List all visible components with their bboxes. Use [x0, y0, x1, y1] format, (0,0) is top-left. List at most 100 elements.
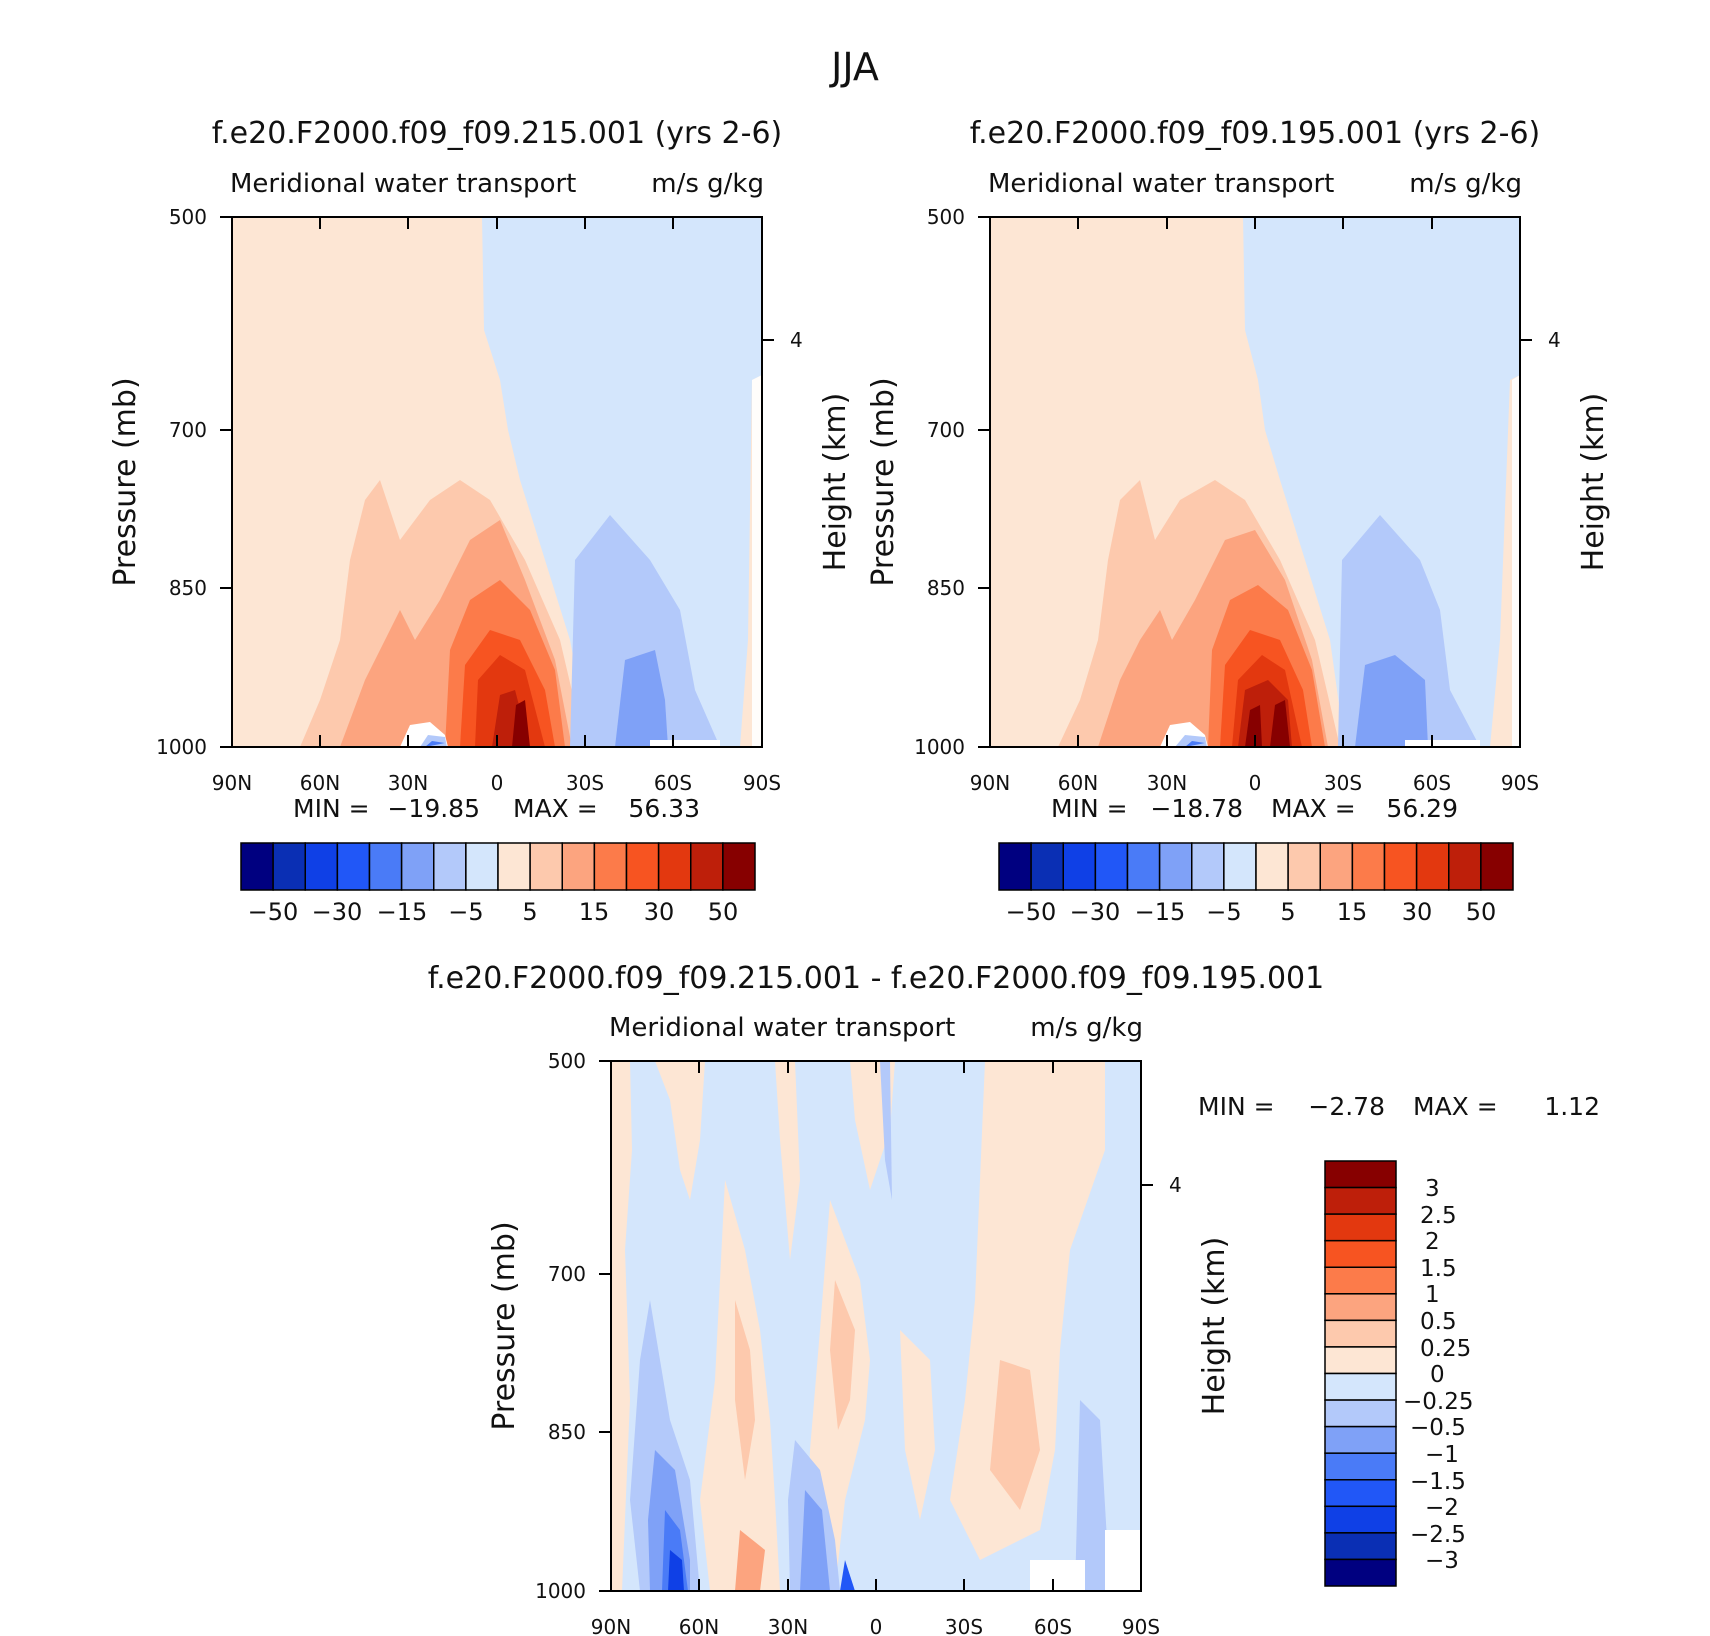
colorbar-swatch — [1319, 842, 1354, 891]
colorbar-swatch — [1324, 1558, 1397, 1587]
panel-3-cbar-label: 2 — [1425, 1229, 1440, 1255]
panel-2-cbar-label: −30 — [1070, 898, 1121, 926]
panel-2-max-value: 56.29 — [1386, 794, 1458, 823]
colorbar-swatch — [272, 842, 306, 891]
colorbar-swatch — [1324, 1319, 1397, 1348]
panel-2-ytick: 1000 — [914, 735, 965, 759]
colorbar-swatch — [1287, 842, 1321, 891]
panel-2-units: m/s g/kg — [1409, 169, 1522, 199]
panel-3-cbar-label: −2.5 — [1410, 1522, 1466, 1548]
panel-1-min-label: MIN = — [293, 794, 370, 823]
panel-3-cbar-label: −1.5 — [1410, 1469, 1466, 1495]
colorbar-swatch — [1324, 1239, 1397, 1268]
panel-2-xtick: 60S — [1413, 771, 1451, 795]
panel-2-xtick: 30N — [1147, 771, 1187, 795]
colorbar-swatch — [400, 842, 435, 891]
panel-3-min-label: MIN = — [1198, 1092, 1275, 1121]
panel-1-ylabel: Pressure (mb) — [108, 377, 143, 586]
panel-1-xtick: 60S — [654, 771, 692, 795]
colorbar-swatch — [1448, 842, 1482, 891]
colorbar-swatch — [1324, 1452, 1397, 1481]
panel-3-cbar-label: −2 — [1425, 1495, 1459, 1521]
panel-1-xtick: 30N — [388, 771, 428, 795]
colorbar-swatch — [1094, 842, 1129, 891]
panel-2-cbar-label: 5 — [1280, 898, 1295, 926]
panel-3-right-tick: 4 — [1169, 1173, 1182, 1197]
panel-1-colorbar — [240, 842, 756, 891]
panel-3-cbar-label: −0.25 — [1403, 1389, 1473, 1415]
panel-2-colorbar — [998, 842, 1514, 891]
panel-2: f.e20.F2000.f09_f09.195.001 (yrs 2-6) Me… — [866, 116, 1611, 926]
colorbar-swatch — [1191, 842, 1225, 891]
colorbar-swatch — [722, 842, 756, 891]
panel-2-xtick: 60N — [1058, 771, 1098, 795]
panel-2-xtick: 30S — [1324, 771, 1362, 795]
colorbar-swatch — [1383, 842, 1418, 891]
panel-1-variable: Meridional water transport — [230, 169, 576, 199]
panel-3-ytick: 500 — [548, 1049, 586, 1073]
panel-3-cbar-label: 2.5 — [1420, 1203, 1457, 1229]
panel-3-xtick: 60N — [679, 1615, 719, 1636]
panel-3-cbar-label: 1.5 — [1420, 1256, 1457, 1282]
colorbar-swatch — [1324, 1479, 1397, 1508]
colorbar-swatch — [1480, 842, 1514, 891]
panel-3-title: f.e20.F2000.f09_f09.215.001 - f.e20.F200… — [428, 961, 1324, 996]
panel-3-max-label: MAX = — [1413, 1092, 1498, 1121]
colorbar-swatch — [1324, 1505, 1397, 1534]
colorbar-swatch — [1158, 842, 1193, 891]
colorbar-swatch — [1324, 1160, 1397, 1189]
panel-1-xtick: 90N — [212, 771, 252, 795]
panel-2-ylabel-right: Height (km) — [1576, 393, 1611, 572]
panel-1-title: f.e20.F2000.f09_f09.215.001 (yrs 2-6) — [212, 116, 782, 151]
panel-1-xtick: 60N — [300, 771, 340, 795]
panel-2-min-label: MIN = — [1051, 794, 1128, 823]
panel-2-title: f.e20.F2000.f09_f09.195.001 (yrs 2-6) — [970, 116, 1540, 151]
panel-3-ytick: 850 — [548, 1420, 586, 1444]
panel-1-cbar-label: −15 — [377, 898, 428, 926]
panel-2-cbar-label: 15 — [1337, 898, 1368, 926]
panel-2-cbar-label: 30 — [1402, 898, 1433, 926]
panel-2-ticks — [978, 216, 1532, 748]
colorbar-swatch — [593, 842, 628, 891]
colorbar-swatch — [1324, 1186, 1397, 1215]
panel-1-cbar-label: −50 — [248, 898, 299, 926]
panel-3-cbar-label: 0.5 — [1420, 1309, 1457, 1335]
panel-1-units: m/s g/kg — [651, 169, 764, 199]
panel-3: f.e20.F2000.f09_f09.215.001 - f.e20.F200… — [428, 961, 1600, 1636]
panel-2-cbar-label: −5 — [1206, 898, 1241, 926]
panel-3-cbar-label: −1 — [1425, 1442, 1459, 1468]
panel-1-ylabel-right: Height (km) — [818, 393, 853, 572]
colorbar-swatch — [1324, 1293, 1397, 1322]
panel-2-cbar-label: −15 — [1135, 898, 1186, 926]
colorbar-swatch — [1324, 1266, 1397, 1295]
colorbar-swatch — [368, 842, 403, 891]
panel-3-units: m/s g/kg — [1030, 1013, 1143, 1043]
colorbar-swatch — [625, 842, 660, 891]
panel-3-colorbar — [1324, 1160, 1397, 1587]
panel-2-variable: Meridional water transport — [988, 169, 1334, 199]
panel-2-max-label: MAX = — [1271, 794, 1356, 823]
panel-3-cbar-label: 3 — [1425, 1176, 1440, 1202]
colorbar-swatch — [1324, 1213, 1397, 1242]
colorbar-swatch — [1351, 842, 1386, 891]
panel-1-ytick: 500 — [169, 205, 207, 229]
panel-3-ytick: 1000 — [535, 1579, 586, 1603]
panel-3-ticks — [599, 1060, 1153, 1592]
panel-3-xtick: 30S — [945, 1615, 983, 1636]
panel-1-cbar-label: 15 — [579, 898, 610, 926]
panel-3-min-value: −2.78 — [1308, 1092, 1385, 1121]
panel-1-max-value: 56.33 — [628, 794, 700, 823]
panel-2-right-tick: 4 — [1548, 328, 1561, 352]
panel-1-min-value: −19.85 — [387, 794, 480, 823]
colorbar-swatch — [1062, 842, 1097, 891]
panel-3-ylabel: Pressure (mb) — [487, 1221, 522, 1430]
panel-2-ytick: 500 — [927, 205, 965, 229]
panel-3-cbar-label: −3 — [1425, 1548, 1459, 1574]
panel-1-ytick: 1000 — [156, 735, 207, 759]
colorbar-swatch — [1324, 1399, 1397, 1428]
panel-2-min-value: −18.78 — [1150, 794, 1243, 823]
panel-1-xtick: 30S — [566, 771, 604, 795]
colorbar-swatch — [497, 842, 531, 891]
colorbar-swatch — [1324, 1532, 1397, 1561]
